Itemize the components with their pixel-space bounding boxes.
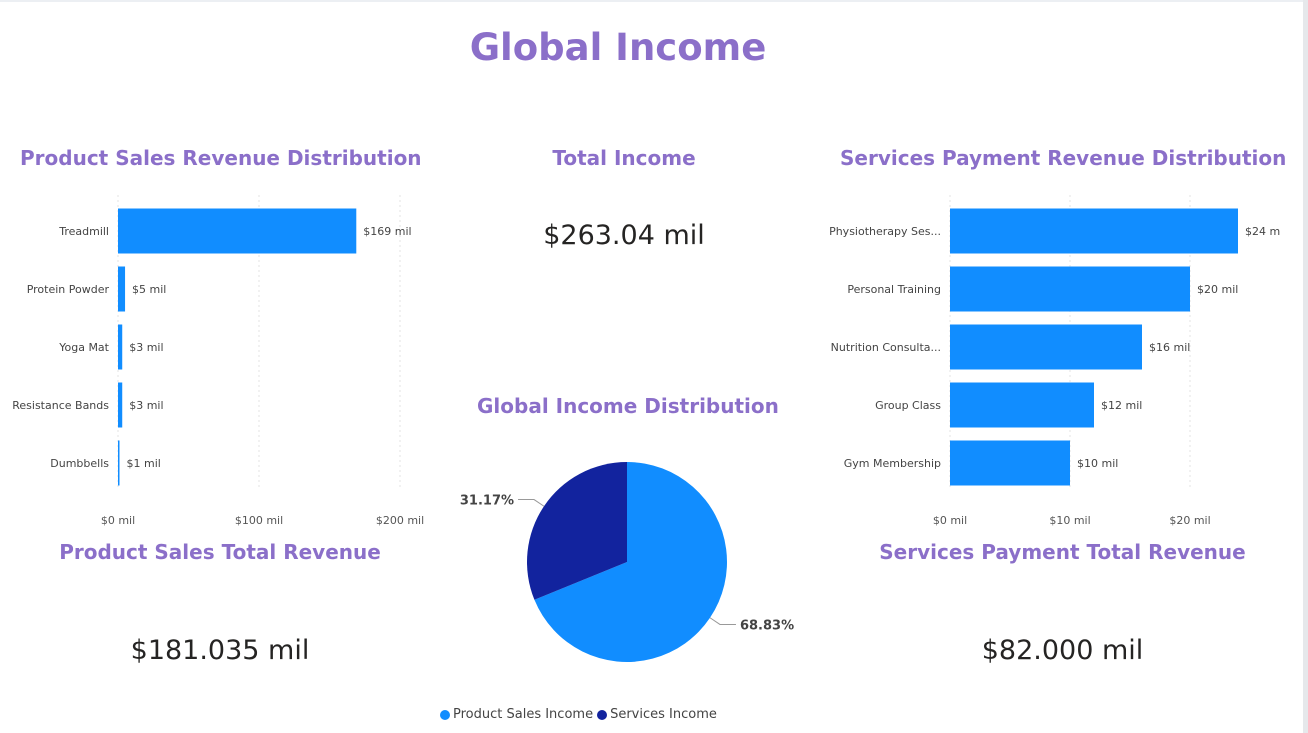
product-total-value: $181.035 mil	[130, 635, 310, 666]
top-border	[0, 0, 1308, 2]
services-category-label: Nutrition Consulta...	[831, 341, 941, 354]
product-category-label: Dumbbells	[50, 457, 109, 470]
services-value-label: $20 mil	[1197, 283, 1238, 296]
pie-legend: Product Sales Income Services Income	[440, 707, 721, 722]
product-category-label: Treadmill	[58, 225, 109, 238]
product-value-label: $1 mil	[127, 457, 161, 470]
services-bar	[950, 208, 1238, 254]
product-value-label: $169 mil	[363, 225, 411, 238]
product-category-label: Yoga Mat	[58, 341, 109, 354]
services-value-label: $16 mil	[1149, 341, 1190, 354]
services-category-label: Personal Training	[847, 283, 941, 296]
services-total-value: $82.000 mil	[981, 635, 1144, 666]
product-value-label: $5 mil	[132, 283, 166, 296]
product-xtick-label: $100 mil	[235, 514, 283, 527]
product-chart-title: Product Sales Revenue Distribution	[20, 146, 422, 170]
product-bar	[118, 208, 357, 254]
product-bar	[118, 440, 120, 486]
services-bar	[950, 440, 1070, 486]
product-bar-chart: $0 mil $100 mil $200 mil Treadmill $169 mil P…	[12, 195, 424, 527]
income-pie-chart: 68.83% 31.17%	[460, 462, 794, 662]
page-title: Global Income	[469, 26, 767, 69]
legend-label-product: Product Sales Income	[453, 707, 594, 722]
product-xtick-label: $200 mil	[376, 514, 424, 527]
legend-marker-services	[597, 709, 608, 720]
product-xtick-label: $0 mil	[101, 514, 135, 527]
services-bar	[950, 266, 1190, 312]
pie-slice-services	[527, 462, 627, 600]
services-chart-title: Services Payment Revenue Distribution	[840, 146, 1287, 170]
services-category-label: Gym Membership	[844, 457, 941, 470]
product-total-title: Product Sales Total Revenue	[59, 540, 381, 564]
services-value-label: $12 mil	[1101, 399, 1142, 412]
product-value-label: $3 mil	[129, 399, 163, 412]
total-income-title: Total Income	[552, 146, 696, 170]
product-bar	[118, 266, 126, 312]
services-xtick-label: $0 mil	[933, 514, 967, 527]
services-value-label: $24 mil	[1245, 225, 1280, 238]
legend-marker-product	[440, 709, 450, 720]
pie-data-label: 31.17%	[460, 494, 514, 509]
services-xtick-label: $20 mil	[1169, 514, 1210, 527]
services-value-label: $10 mil	[1077, 457, 1118, 470]
total-income-value: $263.04 mil	[543, 220, 705, 251]
scrollbar[interactable]	[1303, 0, 1308, 733]
product-category-label: Resistance Bands	[12, 399, 109, 412]
legend-item-product[interactable]: Product Sales Income	[440, 707, 593, 722]
services-category-label: Physiotherapy Ses...	[829, 225, 941, 238]
product-bar	[118, 382, 123, 428]
pie-chart-title: Global Income Distribution	[477, 394, 779, 418]
pie-leader-line	[709, 617, 736, 625]
services-xtick-label: $10 mil	[1049, 514, 1090, 527]
services-bar-chart: $0 mil $10 mil $20 mil Physiotherapy Ses...…	[829, 195, 1280, 527]
product-category-label: Protein Powder	[27, 283, 110, 296]
product-value-label: $3 mil	[129, 341, 163, 354]
services-category-label: Group Class	[875, 399, 941, 412]
legend-item-services[interactable]: Services Income	[597, 707, 717, 722]
services-bar	[950, 324, 1142, 370]
pie-slice-product	[534, 462, 727, 662]
services-bar	[950, 382, 1094, 428]
product-bar	[118, 324, 123, 370]
legend-label-services: Services Income	[610, 707, 717, 722]
services-total-title: Services Payment Total Revenue	[879, 540, 1246, 564]
pie-data-label: 68.83%	[740, 618, 794, 633]
pie-leader-line	[518, 499, 545, 507]
